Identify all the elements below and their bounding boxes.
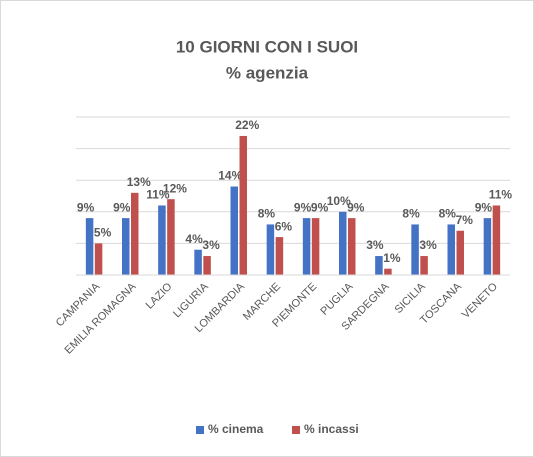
value-label: 12% — [163, 181, 187, 195]
bar — [456, 230, 464, 275]
value-label: 9% — [294, 200, 312, 214]
bar — [266, 224, 275, 275]
value-label: 5% — [94, 226, 112, 240]
bar — [158, 205, 166, 275]
chart-title: 10 GIORNI CON I SUOI — [176, 37, 358, 56]
value-label: 14% — [218, 169, 242, 183]
bar — [94, 243, 103, 275]
value-label: 11% — [146, 188, 170, 202]
value-label: 3% — [202, 238, 220, 252]
value-label: 10% — [327, 194, 351, 208]
value-label: 9% — [113, 200, 131, 214]
legend-swatch — [292, 426, 300, 434]
bar — [492, 205, 501, 275]
legend-label: % incassi — [304, 422, 359, 436]
bar — [411, 224, 419, 275]
value-label: 7% — [456, 213, 474, 227]
value-label: 6% — [275, 219, 293, 233]
value-label: 3% — [419, 238, 437, 252]
value-label: 9% — [311, 200, 329, 214]
value-label: 4% — [185, 232, 203, 246]
value-label: 9% — [77, 200, 95, 214]
value-label: 13% — [127, 175, 151, 189]
bar — [239, 135, 247, 275]
chart-subtitle: % agenzia — [226, 63, 309, 82]
bar — [131, 192, 139, 275]
bar — [420, 256, 428, 275]
bar — [447, 224, 455, 275]
value-label: 9% — [347, 200, 365, 214]
bar — [483, 218, 492, 275]
value-label: 8% — [402, 207, 420, 221]
bar — [375, 256, 383, 275]
value-label: 8% — [439, 207, 457, 221]
bar — [122, 218, 130, 275]
bar — [348, 218, 356, 275]
value-label: 22% — [235, 118, 259, 132]
legend-swatch — [196, 426, 204, 434]
legend-label: % cinema — [208, 422, 264, 436]
bar — [311, 218, 320, 275]
value-label: 11% — [489, 188, 513, 202]
bar — [230, 186, 238, 275]
value-label: 3% — [366, 238, 384, 252]
bar — [384, 268, 392, 275]
bar — [194, 249, 202, 275]
value-label: 9% — [475, 200, 493, 214]
bar — [302, 218, 311, 275]
bar — [339, 211, 347, 275]
bar — [275, 237, 284, 275]
value-label: 1% — [383, 251, 401, 265]
bar — [167, 199, 175, 275]
value-label: 8% — [258, 207, 276, 221]
bar — [85, 218, 94, 275]
bar — [203, 256, 211, 275]
